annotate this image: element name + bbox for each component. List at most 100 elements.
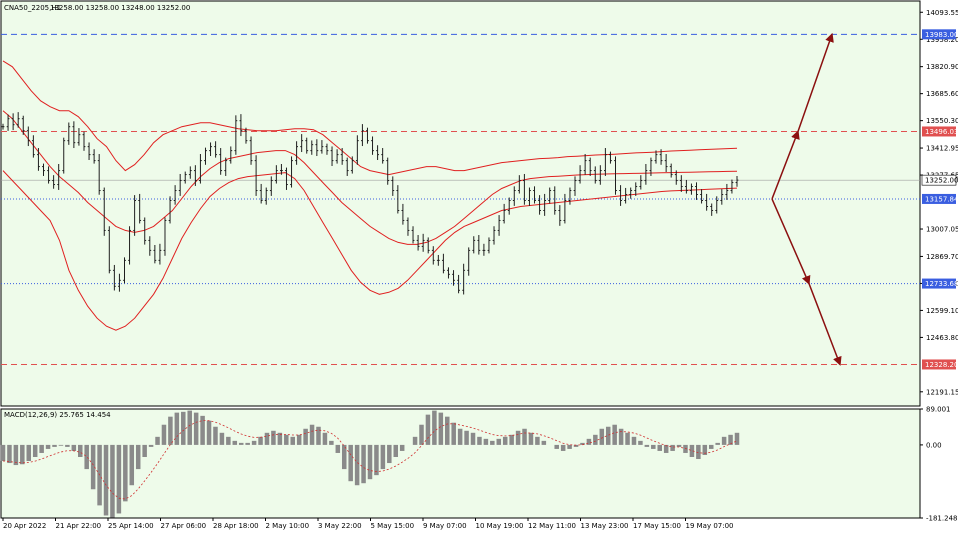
macd-bar (380, 444, 386, 470)
macd-bar (290, 436, 295, 445)
ohlc-values: 13258.00 13258.00 13248.00 13252.00 (50, 4, 190, 12)
time-tick-label: 21 Apr 22:00 (56, 522, 102, 530)
macd-bar (309, 424, 315, 445)
macd-bar (245, 442, 250, 445)
time-tick-label: 25 Apr 14:00 (108, 522, 154, 530)
macd-bar (58, 444, 64, 446)
macd-bar (657, 444, 662, 451)
macd-bar (142, 444, 147, 457)
macd-plot-bg (0, 408, 921, 519)
price-tick-label: 13550.30 (926, 117, 958, 125)
macd-bar (638, 440, 643, 445)
bollinger-bands (2, 60, 738, 331)
macd-bar (670, 444, 675, 451)
price-level-tag (922, 126, 956, 137)
macd-bar (393, 444, 399, 457)
projection-arrow (771, 198, 842, 366)
macd-bar (277, 432, 283, 445)
macd-bar (567, 444, 572, 449)
macd-bar (728, 434, 733, 445)
macd-bar (586, 438, 592, 445)
macd-bar (129, 444, 135, 486)
macd-axis: 89.001 0.00 -181.248 (920, 406, 957, 523)
macd-bar (296, 434, 302, 445)
macd-bar (219, 432, 225, 445)
price-series (1, 112, 739, 295)
macd-bar (399, 444, 405, 451)
macd-bar (663, 444, 669, 453)
macd-bar (200, 415, 205, 445)
price-tick-label: 12463.80 (926, 334, 958, 342)
time-tick-label: 3 May 22:00 (318, 522, 362, 530)
macd-bar (631, 436, 637, 445)
macd-bar (419, 424, 424, 445)
macd-bar (329, 440, 334, 445)
price-level-label: 13983.00 (925, 31, 958, 39)
price-tick-label: 13685.60 (926, 90, 958, 98)
macd-bar (528, 432, 534, 445)
macd-bar (361, 444, 366, 484)
time-tick-label: 9 May 07:00 (423, 522, 467, 530)
projection-arrow (771, 32, 834, 200)
macd-bar (226, 436, 231, 445)
macd-bar (303, 428, 308, 445)
macd-bar (39, 444, 44, 453)
macd-bar (715, 442, 720, 445)
price-tick-label: 13820.90 (926, 63, 958, 71)
macd-bar (702, 444, 708, 455)
macd-tick-label: -181.248 (926, 515, 957, 523)
macd-bar (32, 444, 38, 457)
macd-bar (470, 432, 476, 445)
macd-bar (605, 426, 611, 445)
macd-title: MACD(12,26,9) 25.765 14.454 (4, 411, 111, 419)
macd-bar (116, 444, 122, 514)
macd-bar (367, 444, 373, 480)
macd-histogram (0, 410, 740, 518)
price-tick-label: 13958.20 (926, 36, 958, 44)
projection-arrows (771, 32, 842, 366)
macd-bar (187, 410, 192, 445)
macd-bar (348, 444, 353, 482)
time-tick-label: 27 Apr 06:00 (161, 522, 207, 530)
price-tick-label: 12869.70 (926, 253, 958, 261)
macd-bar (425, 414, 431, 445)
macd-bar (696, 444, 701, 460)
macd-bar (354, 444, 360, 486)
macd-bar (522, 428, 527, 445)
macd-bar (238, 442, 244, 445)
price-level-tag (922, 193, 956, 204)
macd-bar (445, 416, 450, 445)
macd-bar (65, 444, 70, 447)
time-tick-label: 28 Apr 18:00 (213, 522, 259, 530)
macd-bar (502, 436, 508, 445)
macd-bar (45, 444, 51, 449)
macd-bar (181, 411, 186, 445)
price-tick-label: 12599.10 (926, 307, 958, 315)
macd-bar (618, 428, 624, 445)
macd-bar (0, 444, 6, 462)
macd-bar (387, 444, 392, 464)
macd-bar (554, 444, 559, 449)
macd-bar (71, 444, 77, 451)
time-tick-label: 19 May 07:00 (686, 522, 734, 530)
macd-bar (560, 444, 566, 451)
macd-bar (341, 444, 347, 470)
macd-bar (90, 444, 96, 490)
macd-bar (457, 428, 463, 445)
macd-bar (573, 444, 579, 447)
macd-bar (676, 444, 682, 447)
band-lower (2, 170, 738, 331)
macd-bar (155, 436, 160, 445)
macd-bar (580, 442, 585, 445)
macd-bar (316, 426, 321, 445)
macd-bar (496, 438, 502, 445)
macd-bar (438, 412, 444, 445)
macd-tick-label: 89.001 (926, 406, 951, 414)
macd-bar (232, 440, 238, 445)
macd-bar (271, 430, 276, 445)
macd-bar (52, 444, 57, 447)
time-axis: 20 Apr 2022 21 Apr 22:00 25 Apr 14:00 27 Ap… (2, 518, 734, 530)
time-tick-label: 5 May 15:00 (371, 522, 415, 530)
macd-bar (7, 444, 12, 464)
